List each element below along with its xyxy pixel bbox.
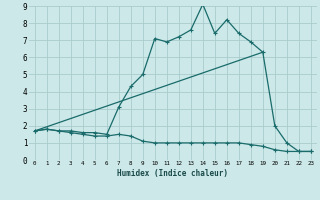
X-axis label: Humidex (Indice chaleur): Humidex (Indice chaleur) xyxy=(117,169,228,178)
